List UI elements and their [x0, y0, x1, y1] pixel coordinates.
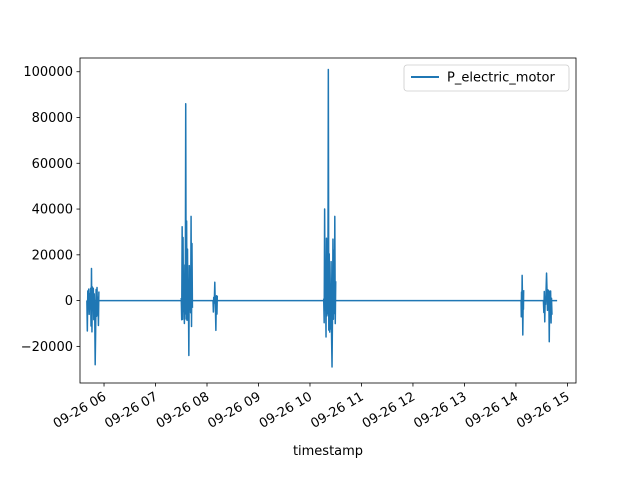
series-burst [520, 274, 525, 336]
y-tick-label: 0 [65, 294, 73, 309]
y-tick-label: 20000 [32, 248, 73, 263]
x-axis-label: timestamp [293, 444, 363, 459]
y-tick-label: −20000 [21, 340, 73, 355]
series-burst [86, 267, 100, 366]
series-layer [86, 68, 558, 368]
y-axis: −20000 0 20000 40000 60000 80000 100000 [21, 65, 80, 355]
series-burst [180, 103, 194, 357]
legend-frame [403, 64, 570, 92]
series-burst [212, 281, 219, 332]
y-tick-label: 100000 [23, 65, 73, 80]
series-burst [542, 272, 553, 343]
y-tick-label: 40000 [32, 203, 73, 218]
series-burst [322, 68, 337, 368]
plot-frame [79, 57, 577, 384]
y-tick-label: 80000 [32, 111, 73, 126]
legend: P_electric_motor [403, 64, 570, 92]
legend-label: P_electric_motor [447, 71, 555, 86]
y-tick-label: 60000 [32, 157, 73, 172]
